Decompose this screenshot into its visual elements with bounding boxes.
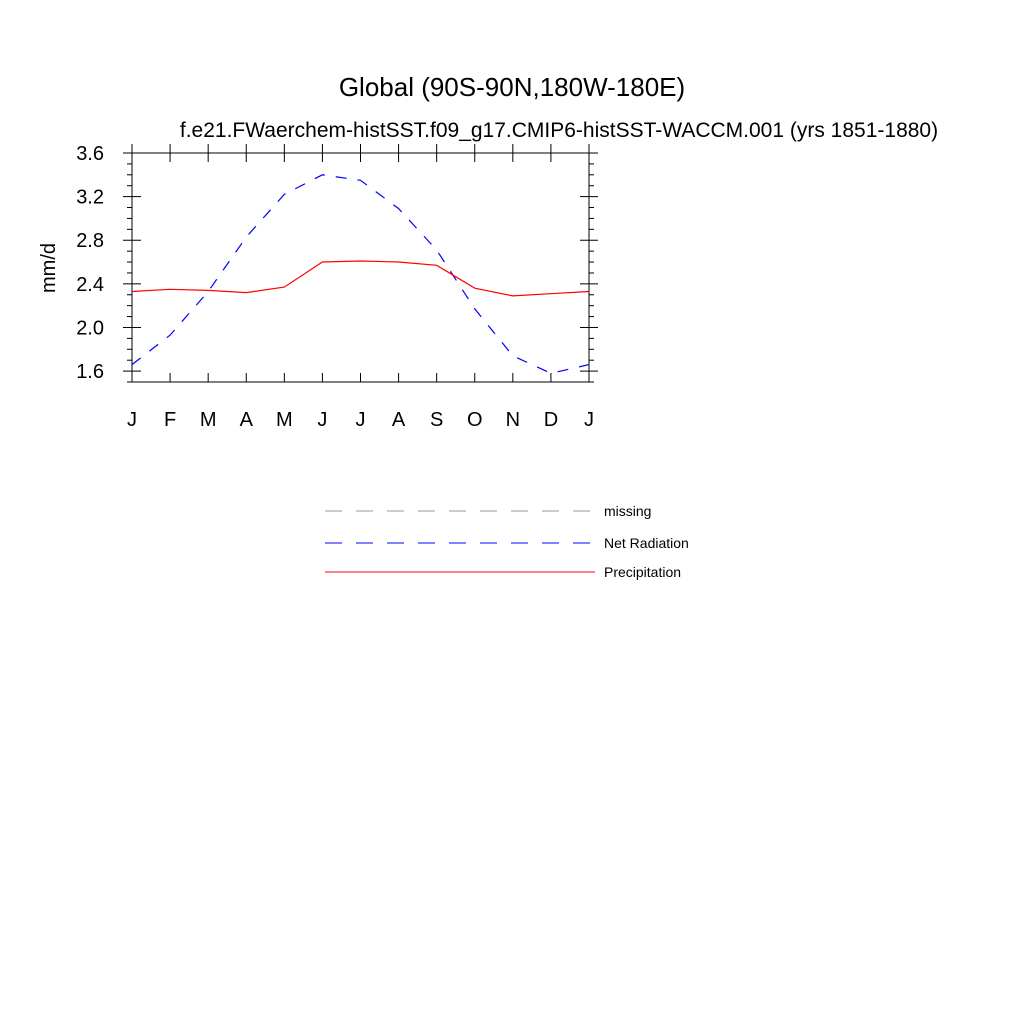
x-tick-label: M [200,409,217,431]
series-layer [131,174,590,374]
x-tick-label: M [276,409,293,431]
y-tick-label: 3.2 [76,187,104,209]
legend-label-missing: missing [604,503,651,519]
ticks-layer: J F M A M J J A S O N D J1.62.02.42.83.23.6 [76,143,598,431]
x-tick-label: N [506,409,520,431]
legend-label-net-radiation: Net Radiation [604,535,689,551]
x-tick-label: A [392,409,406,431]
y-tick-label: 2.0 [76,317,104,339]
y-tick-label: 2.4 [76,274,104,296]
legend-label-precipitation: Precipitation [604,564,681,580]
x-tick-label: J [127,409,137,431]
y-tick-label: 3.6 [76,143,104,165]
x-tick-label: F [164,409,176,431]
x-tick-label: J [584,409,594,431]
x-tick-label: J [356,409,366,431]
chart-title: Global (90S-90N,180W-180E) [339,72,685,102]
legend-layer: missing Net Radiation Precipitation [325,503,689,580]
x-tick-label: S [430,409,443,431]
plot-frame [131,152,590,383]
y-tick-label: 1.6 [76,361,104,383]
chart-subtitle: f.e21.FWaerchem-histSST.f09_g17.CMIP6-hi… [180,119,938,142]
x-tick-label: A [240,409,254,431]
y-axis-label: mm/d [38,243,60,293]
x-tick-label: D [544,409,558,431]
x-tick-label: J [317,409,327,431]
x-tick-label: O [467,409,483,431]
series-line-precipitation [131,260,590,297]
y-tick-label: 2.8 [76,230,104,252]
series-line-net-radiation [131,174,590,374]
